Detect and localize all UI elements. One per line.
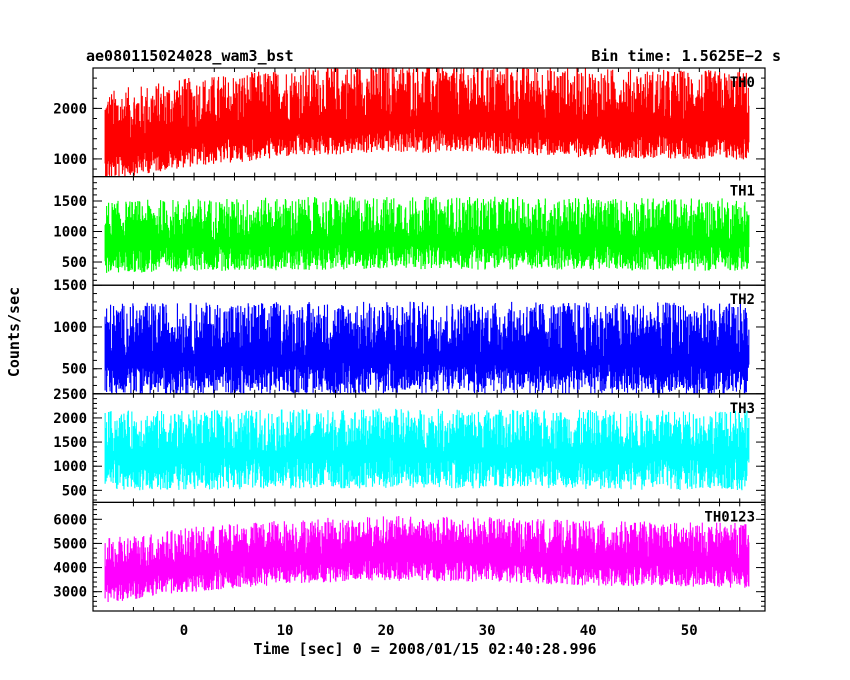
x-tick-label: 10 [277,623,294,639]
panel-th3: 500 1000 1500 2000 2500 TH3 [53,387,766,503]
y-tick-label: 5000 [53,536,87,552]
y-tick-label: 2500 [53,387,87,403]
y-tick-label: 4000 [53,561,87,577]
panel-label: TH0 [730,75,755,91]
series-th1 [104,196,750,273]
series-th3 [104,408,750,491]
x-axis-label: Time [sec] 0 = 2008/01/15 02:40:28.996 [253,640,596,658]
panel-th2: 500 1000 1500 TH2 [53,278,766,395]
x-tick-label: 0 [180,623,188,639]
y-tick-label: 500 [62,255,87,271]
y-tick-label: 1000 [53,459,87,475]
y-tick-label: 1500 [53,194,87,210]
y-tick-label: 2000 [53,411,87,427]
series-th0 [104,68,750,177]
y-tick-label: 1500 [53,278,87,294]
y-tick-label: 500 [62,483,87,499]
panel-label: TH2 [730,292,755,308]
panel-th0123: 3000 4000 5000 6000 TH0123 [53,501,766,612]
x-axis: 0 10 20 30 40 50 [180,623,698,639]
bin-time-label: Bin time: 1.5625E−2 s [591,47,781,65]
y-tick-label: 500 [62,362,87,378]
chart-title: ae080115024028_wam3_bst [86,47,294,65]
y-tick-label: 2000 [53,101,87,117]
x-tick-label: 50 [681,623,698,639]
x-tick-label: 30 [479,623,496,639]
series-th0123 [104,515,750,603]
panel-th1: 500 1000 1500 TH1 [53,176,766,286]
y-tick-label: 1000 [53,320,87,336]
y-tick-label: 3000 [53,585,87,601]
panel-label: TH1 [730,184,755,200]
panel-label: TH3 [730,401,755,417]
y-axis-label: Counts/sec [5,287,23,377]
panel-th0: 1000 2000 TH0 [53,67,766,178]
y-tick-label: 1000 [53,225,87,241]
x-tick-label: 40 [580,623,597,639]
x-tick-label: 20 [378,623,395,639]
panel-label: TH0123 [704,509,755,525]
y-tick-label: 1500 [53,435,87,451]
panels: 10002000TH050010001500TH150010001500TH25… [53,67,766,612]
y-tick-label: 6000 [53,512,87,528]
panel-frame [92,501,766,612]
y-tick-label: 1000 [53,152,87,168]
series-th2 [104,301,750,394]
